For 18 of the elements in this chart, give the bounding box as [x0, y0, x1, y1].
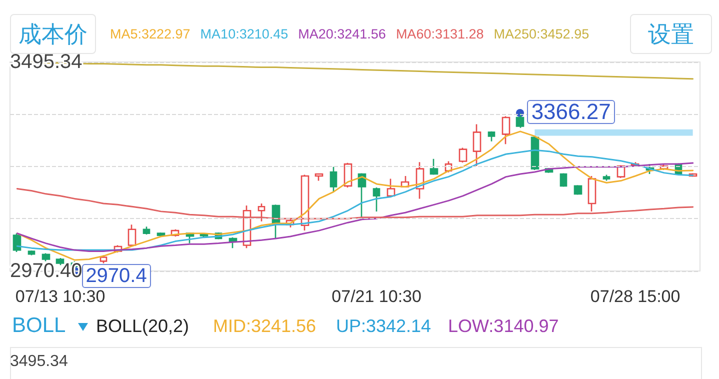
x-tick-label: 07/28 15:00	[590, 287, 680, 306]
text: MA20:3241.56	[298, 26, 386, 42]
text: MA60:3131.28	[396, 26, 484, 42]
text: MA5:3222.97	[110, 26, 190, 42]
text: BOLL(20,2)	[96, 316, 190, 337]
y-tick-label: 2970.40	[10, 260, 82, 282]
text: MA250:3452.95	[494, 26, 590, 42]
text: BOLL	[12, 314, 66, 338]
text: MID:3241.56	[213, 316, 316, 337]
text: 设置	[630, 14, 712, 54]
text: MA10:3210.45	[200, 26, 288, 42]
annotation: 2970.4	[82, 264, 151, 288]
text: LOW:3140.97	[448, 316, 559, 337]
x-tick-label: 07/13 10:30	[15, 287, 106, 306]
text: UP:3342.14	[336, 316, 432, 337]
annotation: 3366.27	[527, 99, 615, 124]
text: 成本价	[18, 20, 88, 46]
x-tick-label: 07/21 10:30	[332, 287, 422, 306]
